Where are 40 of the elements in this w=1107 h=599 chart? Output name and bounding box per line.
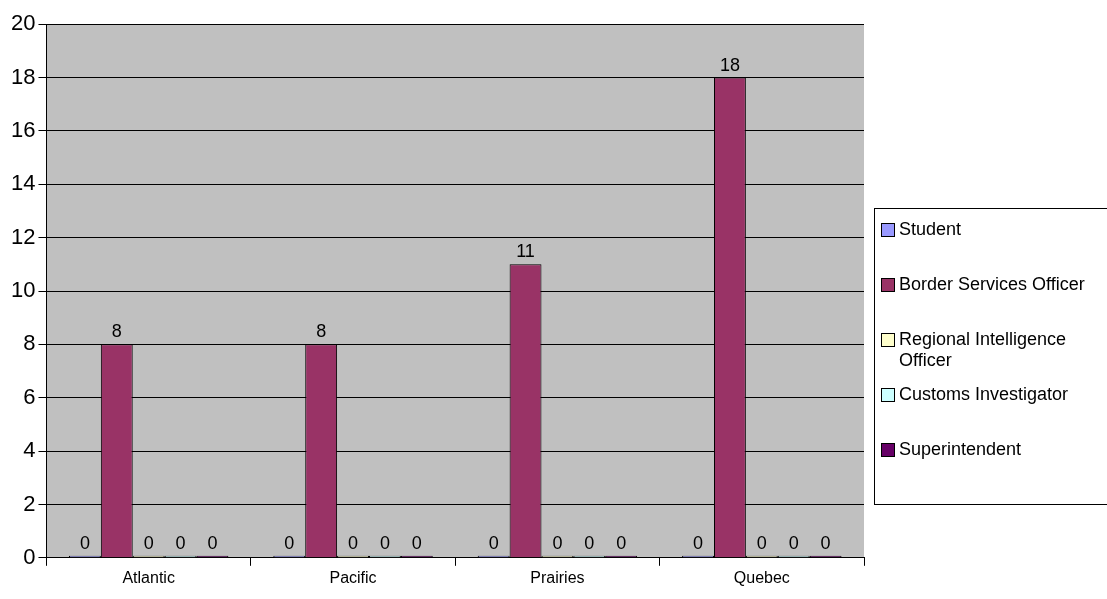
y-tick-label: 8 bbox=[23, 330, 36, 356]
y-tick-label: 0 bbox=[23, 543, 36, 569]
legend-label: Student bbox=[899, 219, 962, 240]
y-tick-label: 14 bbox=[10, 170, 36, 196]
data-label: 0 bbox=[756, 532, 767, 553]
data-label: 0 bbox=[820, 532, 831, 553]
y-tick-label: 4 bbox=[23, 437, 36, 463]
x-tick-label: Quebec bbox=[733, 568, 790, 586]
data-label: 0 bbox=[616, 532, 627, 553]
data-label: 0 bbox=[143, 532, 154, 553]
data-label: 0 bbox=[284, 532, 295, 553]
y-tick-label: 12 bbox=[10, 223, 36, 249]
data-label: 0 bbox=[207, 532, 218, 553]
y-tick-label: 6 bbox=[23, 383, 36, 409]
data-label: 18 bbox=[719, 54, 740, 75]
legend-label: Superintendent bbox=[899, 439, 1022, 460]
data-label: 0 bbox=[552, 532, 563, 553]
legend-label: Regional Intelligence Officer bbox=[899, 329, 1068, 371]
data-label: 8 bbox=[111, 321, 122, 342]
data-label: 11 bbox=[516, 241, 535, 262]
data-label: 0 bbox=[175, 532, 186, 553]
data-label: 0 bbox=[488, 532, 499, 553]
data-label: 0 bbox=[693, 532, 704, 553]
data-label: 0 bbox=[348, 532, 359, 553]
x-tick-label: Prairies bbox=[530, 568, 585, 586]
y-tick-label: 2 bbox=[23, 490, 36, 516]
data-label: 0 bbox=[379, 532, 390, 553]
y-tick-label: 18 bbox=[10, 63, 36, 89]
data-label: 0 bbox=[788, 532, 799, 553]
y-tick-label: 10 bbox=[10, 277, 36, 303]
x-tick-label: Atlantic bbox=[122, 568, 175, 586]
data-label: 0 bbox=[79, 532, 90, 553]
data-label: 8 bbox=[316, 321, 327, 342]
legend-label: Border Services Officer bbox=[899, 274, 1085, 295]
x-tick-label: Pacific bbox=[329, 568, 377, 586]
y-tick-label: 20 bbox=[10, 10, 36, 36]
data-label: 0 bbox=[584, 532, 595, 553]
data-label: 0 bbox=[411, 532, 422, 553]
y-tick-label: 16 bbox=[10, 116, 36, 142]
legend-label: Customs Investigator bbox=[899, 384, 1069, 405]
